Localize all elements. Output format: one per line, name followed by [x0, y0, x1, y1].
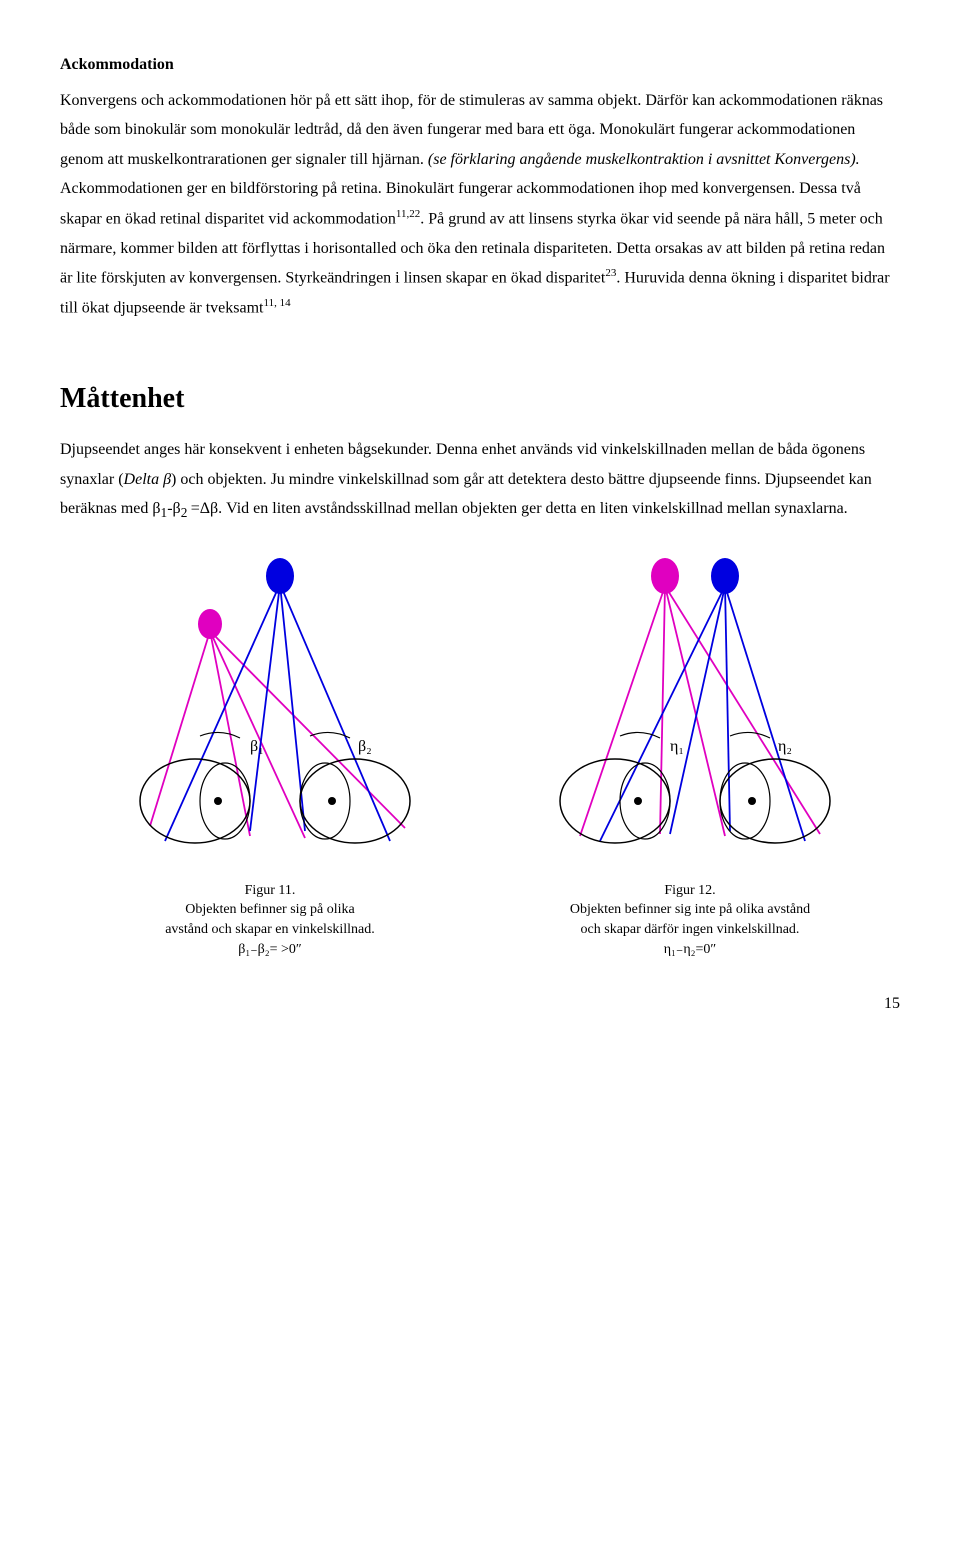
- figure-11-svg: β₁ β₂: [100, 556, 440, 856]
- fig12-cap-l4: η₁₋η₂=0″: [664, 942, 717, 957]
- figure-11: β₁ β₂ Figur 11. Objekten befinner sig på …: [60, 556, 480, 959]
- page-number: 15: [60, 989, 900, 1019]
- fig12-cap-l1: Figur 12.: [664, 883, 715, 898]
- svg-text:η₁: η₁: [670, 738, 684, 755]
- fig12-cap-l3: och skapar därför ingen vinkelskillnad.: [581, 922, 800, 937]
- figure-11-caption: Figur 11. Objekten befinner sig på olika…: [60, 881, 480, 959]
- fig11-cap-l4: β₁₋β₂= >0″: [238, 942, 302, 957]
- figure-12: η₁ η₂ Figur 12. Objekten befinner sig int…: [480, 556, 900, 959]
- fig12-cap-l2: Objekten befinner sig inte på olika avst…: [570, 902, 810, 917]
- fig11-cap-l1: Figur 11.: [245, 883, 296, 898]
- section2-paragraph: Djupseendet anges här konsekvent i enhet…: [60, 435, 900, 526]
- section1-paragraph: Konvergens och ackommodationen hör på et…: [60, 86, 900, 324]
- fig11-cap-l2: Objekten befinner sig på olika: [185, 902, 355, 917]
- section-heading-ackommodation: Ackommodation: [60, 50, 900, 80]
- section-heading-mattenhet: Måttenhet: [60, 373, 900, 425]
- svg-text:η₂: η₂: [778, 738, 792, 755]
- svg-text:β₁: β₁: [250, 738, 264, 755]
- figure-12-svg: η₁ η₂: [520, 556, 860, 856]
- figures-row: β₁ β₂ Figur 11. Objekten befinner sig på …: [60, 556, 900, 959]
- figure-12-caption: Figur 12. Objekten befinner sig inte på …: [480, 881, 900, 959]
- svg-text:β₂: β₂: [358, 738, 372, 755]
- fig11-cap-l3: avstånd och skapar en vinkelskillnad.: [165, 922, 375, 937]
